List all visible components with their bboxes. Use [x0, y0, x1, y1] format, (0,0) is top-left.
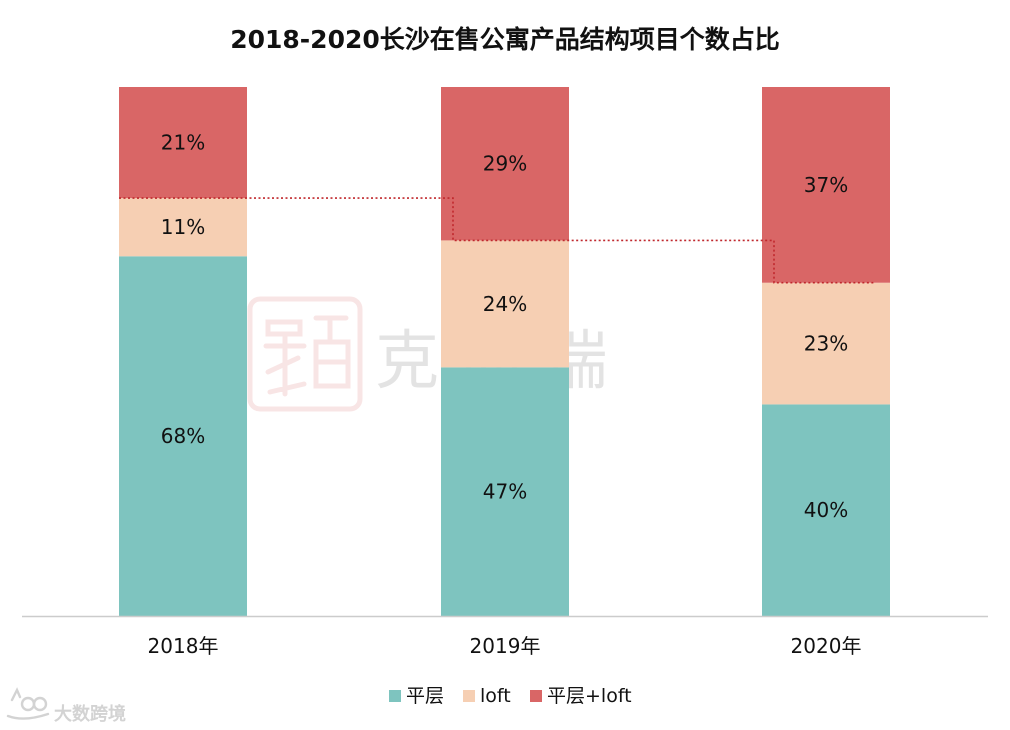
- watermark-seal-icon: [247, 296, 363, 412]
- data-label: 29%: [483, 152, 527, 176]
- legend-label: loft: [480, 685, 511, 707]
- watermark-bottom-left-text: 大数跨境: [54, 703, 126, 725]
- legend-label: 平层+loft: [547, 685, 632, 707]
- data-label: 68%: [161, 424, 205, 448]
- x-tick-labels: 2018年 2019年 2020年: [148, 634, 862, 658]
- bar-segment: [119, 256, 247, 616]
- bar-segment: [762, 282, 890, 405]
- chart-title: 2018-2020长沙在售公寓产品结构项目个数占比: [230, 25, 780, 54]
- x-tick-label: 2020年: [791, 634, 862, 658]
- bar-segment: [762, 404, 890, 616]
- data-label: 47%: [483, 480, 527, 504]
- bar-segment: [441, 87, 569, 241]
- bar-segment: [762, 87, 890, 283]
- legend-label: 平层: [406, 685, 444, 707]
- watermark-seal-glyph-icon: [263, 315, 351, 397]
- data-label: 11%: [161, 215, 205, 239]
- data-label: 37%: [804, 173, 848, 197]
- legend-swatch: [389, 690, 401, 702]
- data-label: 40%: [804, 498, 848, 522]
- data-label: 21%: [161, 131, 205, 155]
- legend-swatch: [530, 690, 542, 702]
- bar-segment: [441, 240, 569, 368]
- trend-step-line: [119, 197, 875, 284]
- legend-swatch: [463, 690, 475, 702]
- data-label: 23%: [804, 332, 848, 356]
- bar-segment: [441, 367, 569, 616]
- trend-layer: [119, 197, 875, 284]
- bar-segment: [119, 198, 247, 257]
- legend: 平层 loft 平层+loft: [389, 685, 632, 707]
- bar-segment: [119, 87, 247, 199]
- bottom-left-watermark: 大数跨境: [6, 687, 126, 725]
- x-tick-label: 2019年: [470, 634, 541, 658]
- watermark-logo-icon: [6, 687, 50, 720]
- data-label: 24%: [483, 292, 527, 316]
- x-tick-label: 2018年: [148, 634, 219, 658]
- bars-layer: 68% 11% 21% 47% 24% 29% 40% 23% 37%: [119, 87, 890, 616]
